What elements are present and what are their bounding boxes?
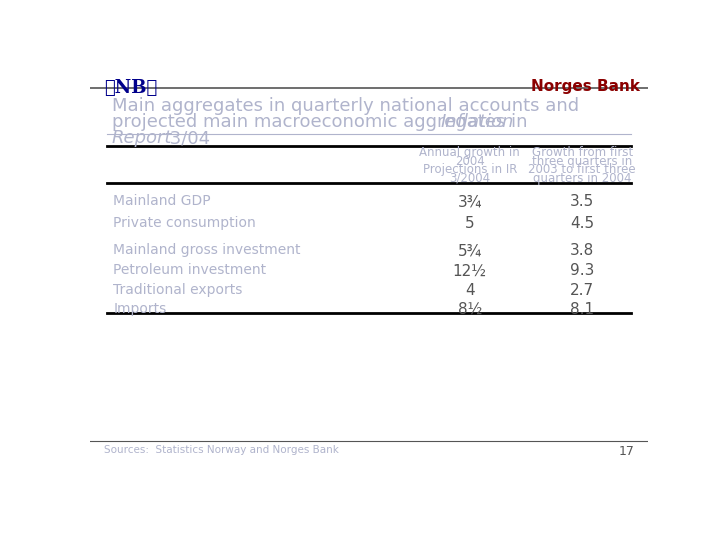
Text: 3.5: 3.5 bbox=[570, 194, 594, 209]
Text: 3/2004: 3/2004 bbox=[449, 172, 490, 185]
Text: 2.7: 2.7 bbox=[570, 283, 594, 298]
Text: 4: 4 bbox=[465, 283, 474, 298]
Text: 9.3: 9.3 bbox=[570, 264, 594, 279]
Text: 8.1: 8.1 bbox=[570, 302, 594, 317]
Text: 5¾: 5¾ bbox=[458, 244, 482, 259]
Text: 4.5: 4.5 bbox=[570, 215, 594, 231]
Text: Main aggregates in quarterly national accounts and: Main aggregates in quarterly national ac… bbox=[112, 97, 579, 115]
Text: Annual growth in: Annual growth in bbox=[419, 146, 520, 159]
Text: 12½: 12½ bbox=[453, 264, 487, 279]
Text: Petroleum investment: Petroleum investment bbox=[113, 264, 266, 278]
Text: Mainland gross investment: Mainland gross investment bbox=[113, 244, 301, 258]
Text: Report: Report bbox=[112, 130, 172, 147]
Text: 5: 5 bbox=[465, 215, 474, 231]
Text: Projections in IR: Projections in IR bbox=[423, 164, 517, 177]
Text: three quarters in: three quarters in bbox=[532, 155, 632, 168]
Text: Traditional exports: Traditional exports bbox=[113, 283, 243, 296]
Text: 3.8: 3.8 bbox=[570, 244, 594, 259]
Text: projected main macroeconomic aggregates in: projected main macroeconomic aggregates … bbox=[112, 113, 533, 131]
Text: 2004: 2004 bbox=[455, 155, 485, 168]
Text: Imports: Imports bbox=[113, 302, 166, 316]
Text: 17: 17 bbox=[618, 445, 634, 458]
Text: Norges Bank: Norges Bank bbox=[531, 79, 640, 93]
Text: Growth from first: Growth from first bbox=[531, 146, 633, 159]
Text: ❖NB❖: ❖NB❖ bbox=[104, 79, 157, 97]
Text: 2003 to first three: 2003 to first three bbox=[528, 164, 636, 177]
Text: Private consumption: Private consumption bbox=[113, 215, 256, 230]
Text: 3¾: 3¾ bbox=[457, 194, 482, 209]
Text: 8½: 8½ bbox=[458, 302, 482, 317]
Text: quarters in 2004: quarters in 2004 bbox=[533, 172, 631, 185]
Text: 3/04: 3/04 bbox=[163, 130, 210, 147]
Text: Mainland GDP: Mainland GDP bbox=[113, 194, 211, 208]
Text: Sources:  Statistics Norway and Norges Bank: Sources: Statistics Norway and Norges Ba… bbox=[104, 445, 339, 455]
Text: Inflation: Inflation bbox=[441, 113, 513, 131]
